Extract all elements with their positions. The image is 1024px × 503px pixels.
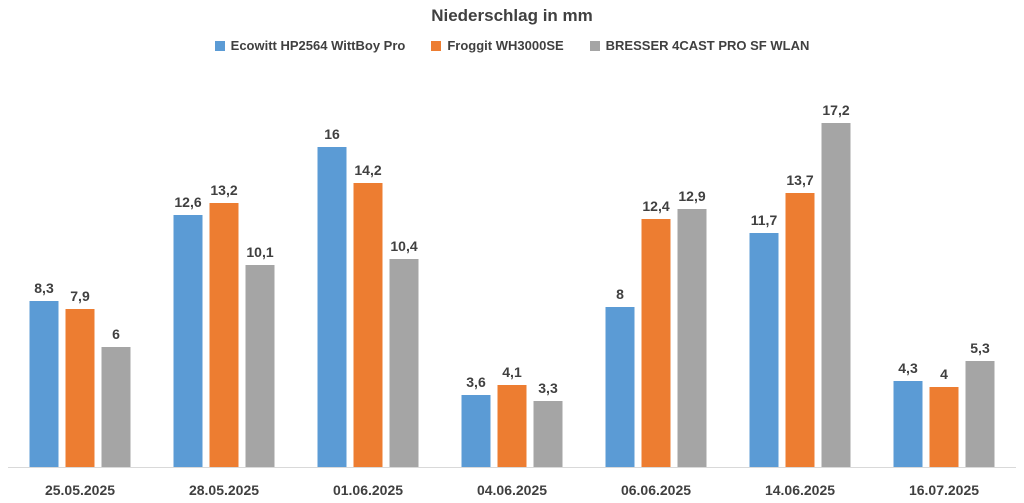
bar xyxy=(209,203,239,467)
legend-label: Ecowitt HP2564 WittBoy Pro xyxy=(230,38,406,53)
legend-label: Froggit WH3000SE xyxy=(447,38,564,53)
x-tick-label: 04.06.2025 xyxy=(477,482,547,498)
bar xyxy=(101,347,131,467)
data-label: 3,6 xyxy=(466,374,486,390)
bar xyxy=(605,307,635,467)
legend-label: BRESSER 4CAST PRO SF WLAN xyxy=(605,38,810,53)
bar xyxy=(533,401,563,467)
x-tick-label: 28.05.2025 xyxy=(189,482,259,498)
data-label: 11,7 xyxy=(751,212,778,228)
data-label: 4,1 xyxy=(502,364,522,380)
data-label: 13,2 xyxy=(210,182,237,198)
bar xyxy=(29,301,59,467)
bar xyxy=(929,387,959,467)
bar xyxy=(677,209,707,467)
legend: Ecowitt HP2564 WittBoy Pro Froggit WH3000… xyxy=(0,38,1024,53)
data-label: 5,3 xyxy=(970,340,990,356)
bar xyxy=(965,361,995,467)
data-label: 14,2 xyxy=(354,162,381,178)
data-label: 12,6 xyxy=(174,194,201,210)
legend-swatch xyxy=(589,40,600,51)
legend-item-2: BRESSER 4CAST PRO SF WLAN xyxy=(589,38,810,53)
bar xyxy=(641,219,671,467)
x-tick-label: 06.06.2025 xyxy=(621,482,691,498)
bar xyxy=(317,147,347,467)
legend-swatch xyxy=(431,40,442,51)
x-tick-label: 01.06.2025 xyxy=(333,482,403,498)
data-label: 7,9 xyxy=(70,288,90,304)
bar xyxy=(65,309,95,467)
bar xyxy=(353,183,383,467)
data-label: 12,4 xyxy=(642,198,669,214)
data-label: 13,7 xyxy=(786,172,813,188)
legend-swatch xyxy=(214,40,225,51)
bar xyxy=(497,385,527,467)
data-label: 16 xyxy=(324,126,340,142)
x-tick-label: 14.06.2025 xyxy=(765,482,835,498)
data-label: 17,2 xyxy=(822,102,849,118)
bar xyxy=(245,265,275,467)
data-label: 8,3 xyxy=(34,280,54,296)
bar xyxy=(785,193,815,467)
data-label: 4,3 xyxy=(898,360,918,376)
x-tick-label: 25.05.2025 xyxy=(45,482,115,498)
data-label: 6 xyxy=(112,326,120,342)
bar xyxy=(389,259,419,467)
legend-item-1: Froggit WH3000SE xyxy=(431,38,564,53)
data-label: 10,1 xyxy=(246,244,273,260)
chart-title: Niederschlag in mm xyxy=(431,6,593,25)
bar xyxy=(173,215,203,467)
data-label: 12,9 xyxy=(678,188,705,204)
bar xyxy=(893,381,923,467)
data-label: 10,4 xyxy=(390,238,417,254)
bar xyxy=(749,233,779,467)
data-label: 8 xyxy=(616,286,624,302)
data-label: 4 xyxy=(940,366,948,382)
legend-item-0: Ecowitt HP2564 WittBoy Pro xyxy=(214,38,406,53)
data-label: 3,3 xyxy=(538,380,558,396)
bar xyxy=(821,123,851,467)
x-tick-label: 16.07.2025 xyxy=(909,482,979,498)
bar xyxy=(461,395,491,467)
